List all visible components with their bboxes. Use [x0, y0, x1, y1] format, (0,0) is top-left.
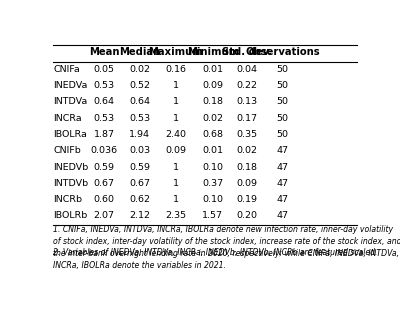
Text: 0.01: 0.01: [202, 146, 223, 155]
Text: 2.12: 2.12: [129, 211, 150, 220]
Text: 0.22: 0.22: [236, 81, 257, 90]
Text: 0.09: 0.09: [236, 179, 257, 188]
Text: 0.036: 0.036: [91, 146, 118, 155]
Text: 50: 50: [276, 114, 288, 123]
Text: INCRa: INCRa: [53, 114, 82, 123]
Text: INEDVa: INEDVa: [53, 81, 88, 90]
Text: 0.10: 0.10: [202, 195, 223, 204]
Text: 47: 47: [276, 195, 288, 204]
Text: 0.04: 0.04: [236, 65, 257, 74]
Text: 0.53: 0.53: [94, 81, 115, 90]
Text: 1: 1: [172, 195, 178, 204]
Text: 47: 47: [276, 163, 288, 172]
Text: 50: 50: [276, 81, 288, 90]
Text: 2.40: 2.40: [165, 130, 186, 139]
Text: 0.35: 0.35: [236, 130, 258, 139]
Text: 0.20: 0.20: [236, 211, 257, 220]
Text: 0.02: 0.02: [129, 65, 150, 74]
Text: 50: 50: [276, 65, 288, 74]
Text: 0.03: 0.03: [129, 146, 150, 155]
Text: Observations: Observations: [245, 47, 320, 57]
Text: INEDVb: INEDVb: [53, 163, 88, 172]
Text: 0.59: 0.59: [129, 163, 150, 172]
Text: 47: 47: [276, 146, 288, 155]
Text: 0.18: 0.18: [202, 97, 223, 106]
Text: Std. dev.: Std. dev.: [222, 47, 272, 57]
Text: 0.68: 0.68: [202, 130, 223, 139]
Text: 47: 47: [276, 211, 288, 220]
Text: 0.10: 0.10: [202, 163, 223, 172]
Text: 1. CNIFa, INEDVa, INTDVa, INCRa, IBOLRa denote new infection rate, inner-day vol: 1. CNIFa, INEDVa, INTDVa, INCRa, IBOLRa …: [53, 225, 400, 270]
Text: 0.05: 0.05: [94, 65, 115, 74]
Text: 0.17: 0.17: [236, 114, 257, 123]
Text: Maximum: Maximum: [148, 47, 203, 57]
Text: INCRb: INCRb: [53, 195, 82, 204]
Text: CNIFb: CNIFb: [53, 146, 81, 155]
Text: 50: 50: [276, 130, 288, 139]
Text: 1: 1: [172, 97, 178, 106]
Text: 0.64: 0.64: [94, 97, 115, 106]
Text: 2.35: 2.35: [165, 211, 186, 220]
Text: 0.67: 0.67: [129, 179, 150, 188]
Text: 2.07: 2.07: [94, 211, 115, 220]
Text: 0.18: 0.18: [236, 163, 257, 172]
Text: 1: 1: [172, 81, 178, 90]
Text: CNIFa: CNIFa: [53, 65, 80, 74]
Text: 0.53: 0.53: [129, 114, 150, 123]
Text: Median: Median: [119, 47, 160, 57]
Text: Mean: Mean: [89, 47, 120, 57]
Text: 50: 50: [276, 97, 288, 106]
Text: 0.67: 0.67: [94, 179, 115, 188]
Text: 1.94: 1.94: [129, 130, 150, 139]
Text: 0.02: 0.02: [236, 146, 257, 155]
Text: 0.01: 0.01: [202, 65, 223, 74]
Text: INTDVb: INTDVb: [53, 179, 88, 188]
Text: 0.62: 0.62: [129, 195, 150, 204]
Text: 1: 1: [172, 163, 178, 172]
Text: 1.87: 1.87: [94, 130, 115, 139]
Text: 0.09: 0.09: [202, 81, 223, 90]
Text: 0.59: 0.59: [94, 163, 115, 172]
Text: IBOLRa: IBOLRa: [53, 130, 87, 139]
Text: 0.13: 0.13: [236, 97, 258, 106]
Text: 0.09: 0.09: [165, 146, 186, 155]
Text: 47: 47: [276, 179, 288, 188]
Text: 0.52: 0.52: [129, 81, 150, 90]
Text: 0.53: 0.53: [94, 114, 115, 123]
Text: 0.02: 0.02: [202, 114, 223, 123]
Text: INTDVa: INTDVa: [53, 97, 87, 106]
Text: 1.57: 1.57: [202, 211, 223, 220]
Text: 1: 1: [172, 114, 178, 123]
Text: 0.37: 0.37: [202, 179, 223, 188]
Text: 0.19: 0.19: [236, 195, 257, 204]
Text: IBOLRb: IBOLRb: [53, 211, 87, 220]
Text: Minimum: Minimum: [187, 47, 239, 57]
Text: 2. Variables of INEDVa, INTDVa, INCRa, INEDVb, INTDVb, INCRb are featured scaled: 2. Variables of INEDVa, INTDVa, INCRa, I…: [53, 248, 378, 257]
Text: 0.16: 0.16: [165, 65, 186, 74]
Text: 0.64: 0.64: [129, 97, 150, 106]
Text: 0.60: 0.60: [94, 195, 115, 204]
Text: 1: 1: [172, 179, 178, 188]
